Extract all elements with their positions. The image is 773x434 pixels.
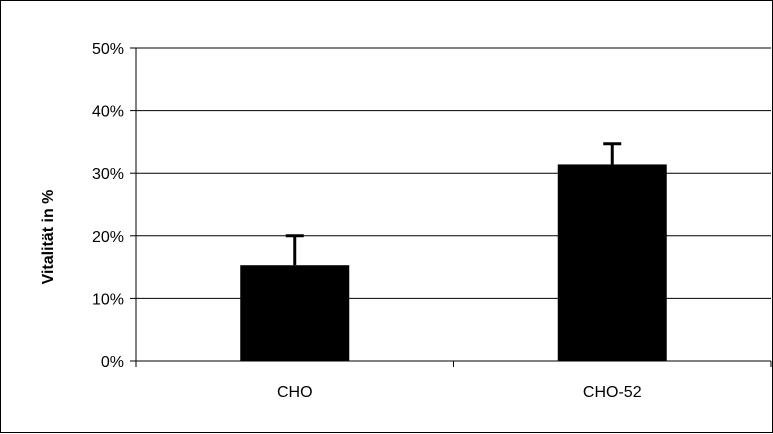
bar-cho xyxy=(240,265,350,361)
y-tick-label: 0% xyxy=(101,354,124,371)
x-category-label: CHO xyxy=(277,384,313,401)
x-category-label: CHO-52 xyxy=(583,384,642,401)
gridlines xyxy=(136,47,771,299)
y-tick-label: 30% xyxy=(92,166,124,183)
bars xyxy=(240,164,667,361)
x-tick-labels: CHO CHO-52 xyxy=(277,384,642,401)
y-tick-label: 20% xyxy=(92,229,124,246)
axes xyxy=(130,47,772,367)
bar-cho-52 xyxy=(557,164,667,361)
y-tick-label: 50% xyxy=(92,41,124,58)
error-bars xyxy=(285,142,622,266)
y-tick-label: 10% xyxy=(92,291,124,308)
y-tick-label: 40% xyxy=(92,104,124,121)
y-tick-labels: 0% 10% 20% 30% 40% 50% xyxy=(92,41,124,371)
y-axis-title: Vitalität in % xyxy=(40,190,57,285)
